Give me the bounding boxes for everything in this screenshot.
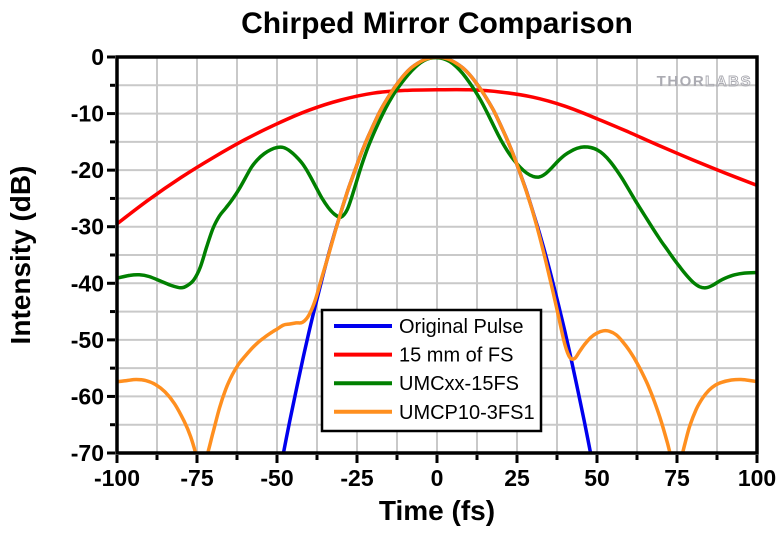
y-axis-label: Intensity (dB) bbox=[5, 166, 36, 345]
legend-label: 15 mm of FS bbox=[399, 345, 513, 367]
y-tick-label: -60 bbox=[71, 383, 104, 409]
y-tick-label: -10 bbox=[71, 101, 104, 127]
x-tick-label: 50 bbox=[584, 465, 610, 491]
x-axis-label: Time (fs) bbox=[379, 495, 495, 526]
y-tick-label: -70 bbox=[71, 440, 104, 466]
curve-15-mm-of-fs bbox=[117, 87, 757, 226]
x-tick-label: -50 bbox=[260, 465, 293, 491]
watermark-thor: THOR bbox=[657, 73, 706, 90]
watermark-labs: LABS bbox=[705, 73, 752, 90]
y-tick-label: -40 bbox=[71, 270, 104, 296]
legend-label: UMCxx-15FS bbox=[399, 373, 519, 395]
chart-title: Chirped Mirror Comparison bbox=[241, 7, 633, 40]
legend-items: Original Pulse 15 mm of FS UMCxx-15FS UMCP1… bbox=[334, 316, 535, 424]
tick-labels: -100 -75 -50 -25 0 25 50 75 100 0 -10 -20 -30 -40 -50 -… bbox=[71, 44, 776, 491]
thorlabs-watermark: THORLABS bbox=[657, 73, 752, 90]
x-tick-label: -100 bbox=[94, 465, 140, 491]
legend: Original Pulse 15 mm of FS UMCxx-15FS UMCP1… bbox=[320, 308, 543, 433]
x-tick-label: 0 bbox=[431, 465, 444, 491]
x-tick-label: -25 bbox=[340, 465, 373, 491]
x-tick-label: -75 bbox=[180, 465, 213, 491]
y-tick-label: -20 bbox=[71, 157, 104, 183]
legend-label: UMCP10-3FS1 bbox=[399, 402, 535, 424]
y-tick-label: -30 bbox=[71, 214, 104, 240]
x-tick-label: 25 bbox=[504, 465, 530, 491]
plot-frame bbox=[115, 55, 759, 455]
y-tick-label: -50 bbox=[71, 327, 104, 353]
x-tick-label: 100 bbox=[738, 465, 776, 491]
axis-ticks bbox=[107, 55, 759, 463]
legend-label: Original Pulse bbox=[399, 316, 524, 338]
x-tick-label: 75 bbox=[664, 465, 690, 491]
y-tick-label: 0 bbox=[91, 44, 104, 70]
